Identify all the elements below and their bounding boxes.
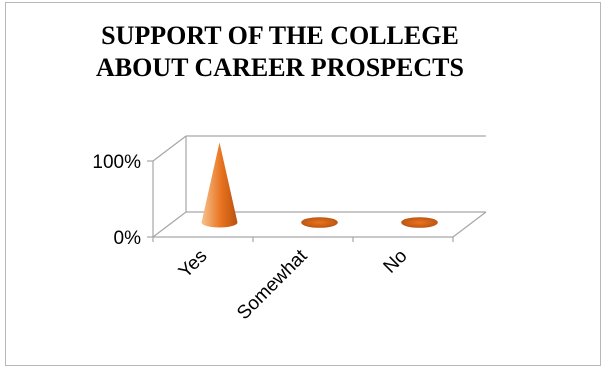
cone-series xyxy=(201,142,438,228)
chart-area xyxy=(5,2,601,366)
gridlines xyxy=(152,135,486,238)
chart-title: SUPPORT OF THE COLLEGE ABOUT CAREER PROS… xyxy=(96,21,464,82)
cone-no xyxy=(401,217,438,228)
y-tick-label: 0% xyxy=(114,228,142,249)
cone-yes xyxy=(201,142,238,228)
x-category-label: Yes xyxy=(175,246,212,283)
y-tick-label: 100% xyxy=(92,152,141,173)
cone-base xyxy=(401,217,438,228)
cone-base xyxy=(301,217,338,228)
x-category-label: No xyxy=(380,246,412,278)
cone-somewhat xyxy=(301,217,338,228)
x-axis: Yes Somewhat No xyxy=(175,245,412,324)
chart-walls xyxy=(152,136,487,242)
x-category-label: Somewhat xyxy=(233,245,312,324)
gridline-depth-0 xyxy=(152,211,187,238)
cone-body xyxy=(201,142,238,228)
floor-right-edge xyxy=(452,211,487,238)
y-axis: 0% 100% xyxy=(92,152,153,249)
gridline-depth-1 xyxy=(152,135,187,162)
